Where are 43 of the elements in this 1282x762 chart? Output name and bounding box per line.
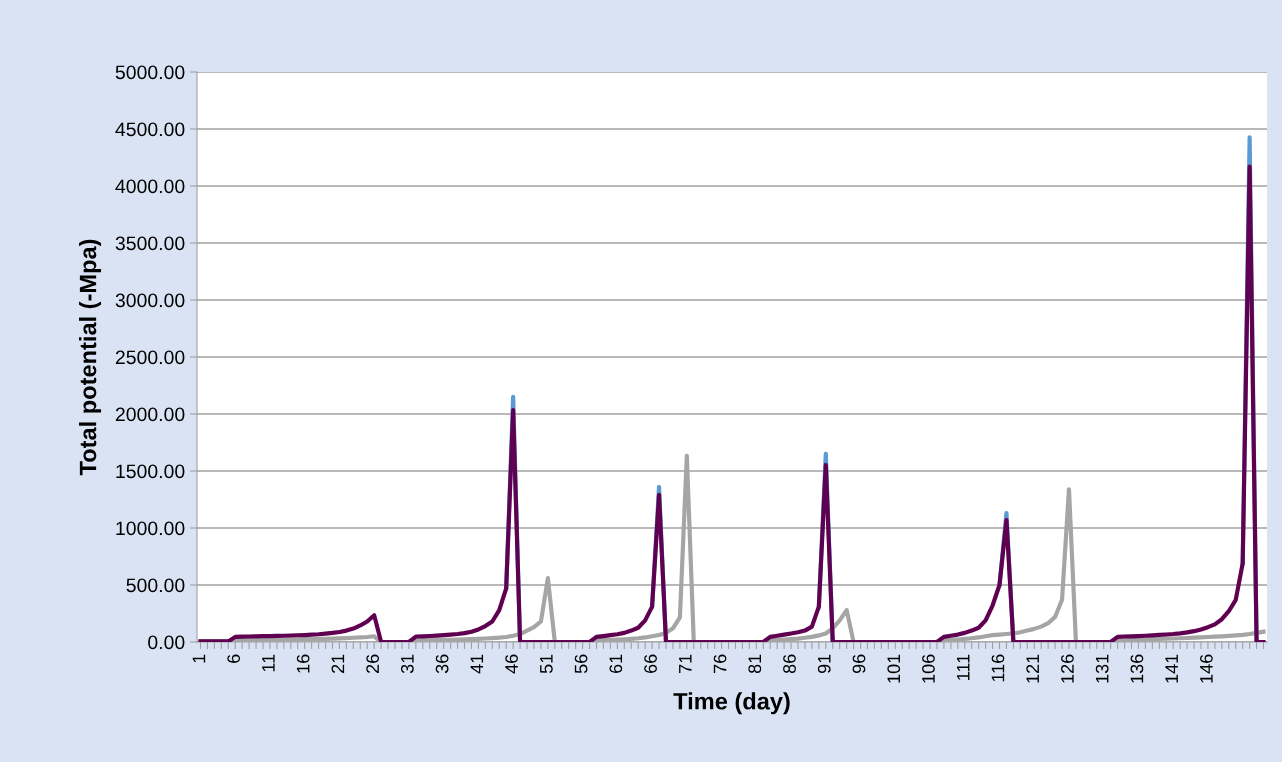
y-tick-label: 500.00 <box>126 578 185 593</box>
y-tick-label: 2000.00 <box>115 407 185 422</box>
x-tick-label: 36 <box>435 654 449 674</box>
y-tick-label: 3000.00 <box>115 293 185 308</box>
x-tick-label: 96 <box>852 654 866 674</box>
x-tick-label: 16 <box>296 654 310 673</box>
x-tick-label: 11 <box>262 654 275 672</box>
x-tick-label: 131 <box>1095 654 1109 683</box>
x-tick-label: 146 <box>1200 654 1213 683</box>
x-tick-label: 71 <box>679 654 692 673</box>
x-tick-label: 106 <box>922 654 935 683</box>
y-tick-label: 0.00 <box>148 635 185 650</box>
x-tick-label: 121 <box>1026 654 1039 683</box>
x-tick-label: 56 <box>574 654 588 674</box>
x-tick-label: 41 <box>470 654 484 674</box>
x-tick-label: 136 <box>1130 654 1144 683</box>
x-axis-title: Time (day) <box>673 692 790 715</box>
y-tick-label: 4000.00 <box>115 179 185 194</box>
x-tick-label: 61 <box>609 654 623 673</box>
x-tick-label: 76 <box>713 654 727 673</box>
x-tick-label: 21 <box>331 654 345 673</box>
x-tick-label: 91 <box>817 654 831 674</box>
y-tick-label: 1500.00 <box>116 464 185 479</box>
x-tick-label: 1 <box>192 654 206 663</box>
y-tick-label: 2500.00 <box>115 350 185 365</box>
x-tick-label: 46 <box>505 654 518 674</box>
y-tick-label: 1000.00 <box>116 521 185 536</box>
x-tick-label: 26 <box>366 654 380 673</box>
x-tick-label: 101 <box>887 654 901 683</box>
x-tick-label: 86 <box>783 654 796 674</box>
x-tick-label: 66 <box>644 654 657 673</box>
x-tick-label: 81 <box>748 654 762 674</box>
y-axis-title: Total potential (-Mpa) <box>79 239 102 476</box>
x-tick-label: 116 <box>991 654 1005 682</box>
x-tick-label: 6 <box>227 654 241 663</box>
x-tick-label: 51 <box>540 654 553 674</box>
x-tick-label: 126 <box>1061 654 1074 683</box>
y-tick-label: 5000.00 <box>115 65 185 80</box>
y-tick-label: 4500.00 <box>115 122 185 137</box>
x-tick-label: 141 <box>1165 654 1178 683</box>
x-tick-label: 31 <box>400 654 414 674</box>
x-tick-label: 111 <box>957 654 970 680</box>
y-tick-label: 3500.00 <box>115 236 185 251</box>
